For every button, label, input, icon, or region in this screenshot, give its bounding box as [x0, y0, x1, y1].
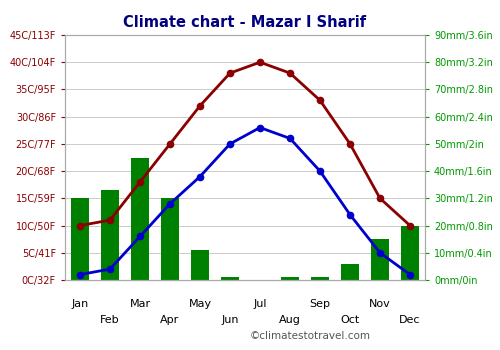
Text: ©climatestotravel.com: ©climatestotravel.com [250, 331, 371, 341]
Text: May: May [188, 299, 212, 309]
Text: Sep: Sep [310, 299, 330, 309]
Title: Climate chart - Mazar I Sharif: Climate chart - Mazar I Sharif [124, 15, 366, 30]
Bar [71, 198, 89, 280]
Bar [161, 198, 179, 280]
Bar [401, 225, 419, 280]
Bar [101, 190, 119, 280]
Text: Feb: Feb [100, 315, 120, 326]
Bar [311, 277, 329, 280]
Bar [371, 239, 389, 280]
Bar [191, 250, 209, 280]
Text: Apr: Apr [160, 315, 180, 326]
Bar [341, 264, 359, 280]
Text: Oct: Oct [340, 315, 359, 326]
Text: Nov: Nov [369, 299, 391, 309]
Text: Mar: Mar [130, 299, 150, 309]
Bar [281, 277, 299, 280]
Text: Jan: Jan [72, 299, 88, 309]
Text: Aug: Aug [279, 315, 301, 326]
Text: Jun: Jun [221, 315, 239, 326]
Text: Jul: Jul [254, 299, 267, 309]
Text: Dec: Dec [399, 315, 421, 326]
Bar [131, 158, 149, 280]
Bar [221, 277, 239, 280]
